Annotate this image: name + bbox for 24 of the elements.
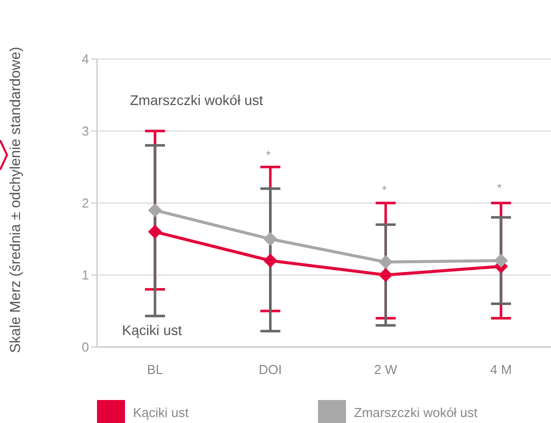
point xyxy=(263,254,278,268)
annotation: * xyxy=(382,183,387,197)
point xyxy=(378,255,393,270)
annotation: Zmarszczki wokół ust xyxy=(130,92,264,108)
y-tick-label: 2 xyxy=(82,196,89,211)
annotation: * xyxy=(266,148,271,162)
legend-label: Kąciki ust xyxy=(133,404,189,420)
legend-label: Zmarszczki wokół ust xyxy=(354,404,478,420)
y-tick-label: 1 xyxy=(82,268,89,283)
point xyxy=(263,232,278,246)
x-tick-label: DOI xyxy=(258,362,282,378)
y-axis-title: Skale Merz (średnia ± odchylenie standardowe) xyxy=(8,46,24,353)
y-tick-label: 3 xyxy=(82,124,89,139)
annotation: Kąciki ust xyxy=(122,322,182,338)
point xyxy=(494,254,508,268)
y-tick-label: 4 xyxy=(82,52,89,67)
x-tick-label: BL xyxy=(147,362,163,378)
point xyxy=(148,224,162,239)
point xyxy=(378,268,393,282)
point xyxy=(148,203,162,218)
x-tick-label: 2 W xyxy=(374,362,398,378)
annotation: * xyxy=(497,181,502,195)
y-tick-label: 0 xyxy=(82,340,89,355)
x-tick-label: 4 M xyxy=(490,362,512,378)
